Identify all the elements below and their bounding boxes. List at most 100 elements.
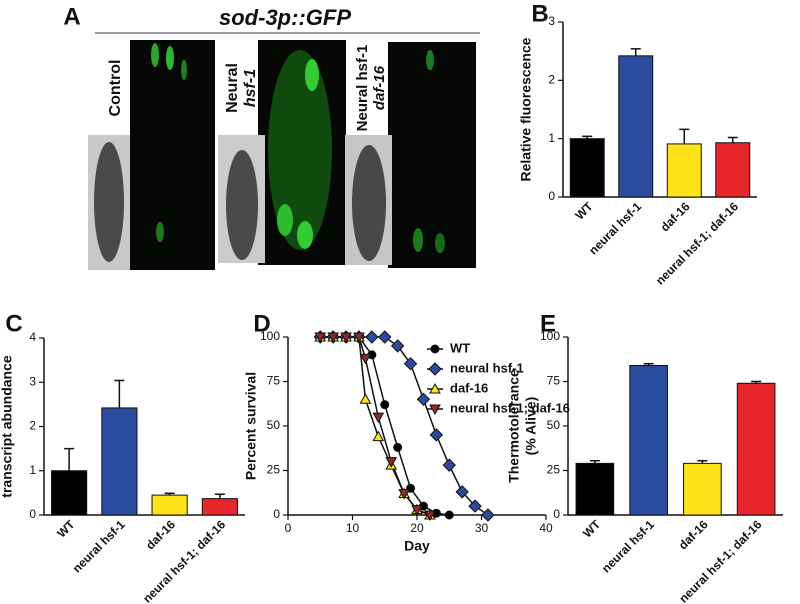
- y-tick-label: 75: [547, 374, 561, 388]
- y-axis-title: Thermotolerance: [506, 369, 522, 483]
- gfp-signal: [181, 60, 187, 80]
- point: [393, 442, 403, 452]
- x-tick-label: WT: [54, 517, 78, 541]
- y-axis-title: Relative fluorescence: [518, 37, 534, 181]
- y-tick-label: 3: [548, 14, 555, 28]
- point: [390, 339, 405, 353]
- y-tick-label: 0: [29, 507, 36, 521]
- worm-cluster: [352, 145, 386, 261]
- point: [411, 505, 423, 516]
- point: [365, 330, 379, 344]
- bar: [575, 462, 615, 516]
- point: [429, 382, 441, 394]
- fluorescence-image: [388, 42, 476, 268]
- condition-label: Neural: [224, 63, 241, 113]
- panel-label: C: [5, 310, 22, 337]
- bar: [629, 364, 668, 516]
- point: [372, 430, 385, 442]
- panel-label: E: [540, 310, 556, 337]
- legend-label: neural hsf-1: [450, 360, 524, 375]
- worm-cluster: [226, 150, 258, 260]
- bar: [151, 494, 188, 516]
- bar: [683, 462, 722, 516]
- gfp-signal: [413, 228, 423, 252]
- y-axis-title: Percent survival: [243, 372, 259, 480]
- point: [398, 489, 410, 500]
- bar: [101, 407, 138, 516]
- gfp-signal: [277, 204, 293, 236]
- y-tick-label: 25: [267, 463, 281, 477]
- x-tick-label: daf-16: [676, 517, 711, 552]
- fluorescence-image: [130, 40, 215, 270]
- x-tick-label: neural hsf-1; daf-16: [140, 517, 228, 604]
- bar: [666, 143, 702, 198]
- gfp-signal: [151, 43, 159, 67]
- x-tick-label: 40: [539, 521, 553, 535]
- y-tick-label: 0: [273, 507, 280, 521]
- y-tick-label: 1: [548, 131, 555, 145]
- gfp-signal: [305, 59, 319, 91]
- panel-label: A: [63, 3, 80, 30]
- y-tick-label: 50: [267, 418, 281, 432]
- x-tick-label: neural hsf-1: [70, 517, 128, 575]
- point: [429, 428, 444, 442]
- y-tick-label: 4: [29, 330, 36, 344]
- y-axis-title: transcript abundance: [0, 355, 15, 498]
- point: [327, 332, 339, 344]
- y-tick-label: 0: [553, 507, 560, 521]
- x-tick-label: daf-16: [143, 517, 178, 552]
- point: [403, 356, 418, 371]
- point: [359, 353, 372, 365]
- bar: [201, 498, 238, 516]
- condition-label: Control: [107, 60, 124, 117]
- x-tick-label: 0: [285, 521, 292, 535]
- legend-label: neural hsf-1; daf-16: [450, 400, 570, 415]
- x-tick-label: 10: [346, 521, 360, 535]
- legend-label: daf-16: [450, 380, 488, 395]
- x-tick-label: 20: [410, 521, 424, 535]
- survival-line: [320, 336, 450, 516]
- point: [442, 458, 456, 472]
- legend-label: WT: [450, 340, 470, 355]
- point: [385, 457, 398, 468]
- y-tick-label: 0: [548, 189, 555, 203]
- y-tick-label: 100: [260, 329, 280, 343]
- point: [359, 393, 372, 404]
- bar: [51, 470, 88, 516]
- y-axis-title: (% Alive): [523, 397, 539, 456]
- y-tick-label: 100: [540, 329, 560, 343]
- point: [378, 330, 392, 344]
- y-tick-label: 3: [29, 374, 36, 388]
- point: [468, 499, 482, 513]
- worm-cluster: [94, 142, 124, 262]
- y-tick-label: 75: [267, 374, 281, 388]
- image-panel: A sod-3p::GFP Control Neural hsf-1 Neura…: [63, 3, 480, 270]
- bar: [715, 142, 751, 198]
- bar: [569, 138, 605, 198]
- condition-label: daf-16: [371, 65, 388, 110]
- x-tick-label: daf-16: [658, 199, 693, 234]
- point: [430, 344, 440, 354]
- condition-label: hsf-1: [242, 69, 259, 107]
- point: [428, 362, 442, 376]
- x-tick-label: WT: [580, 517, 604, 541]
- point: [353, 332, 365, 344]
- gfp-signal: [297, 221, 313, 249]
- point: [455, 485, 469, 499]
- point: [372, 412, 385, 424]
- x-axis-title: Day: [404, 538, 430, 554]
- x-tick-label: 30: [475, 521, 489, 535]
- point: [380, 400, 390, 410]
- y-tick-label: 2: [548, 73, 555, 87]
- y-tick-label: 1: [29, 463, 36, 477]
- gfp-signal: [166, 46, 174, 70]
- x-tick-label: WT: [573, 199, 597, 223]
- point: [314, 332, 327, 344]
- x-tick-label: neural hsf-1: [586, 199, 644, 257]
- point: [444, 510, 454, 520]
- gfp-signal: [156, 222, 164, 242]
- y-tick-label: 2: [29, 419, 36, 433]
- y-tick-label: 25: [547, 463, 561, 477]
- x-tick-label: neural hsf-1: [599, 517, 657, 575]
